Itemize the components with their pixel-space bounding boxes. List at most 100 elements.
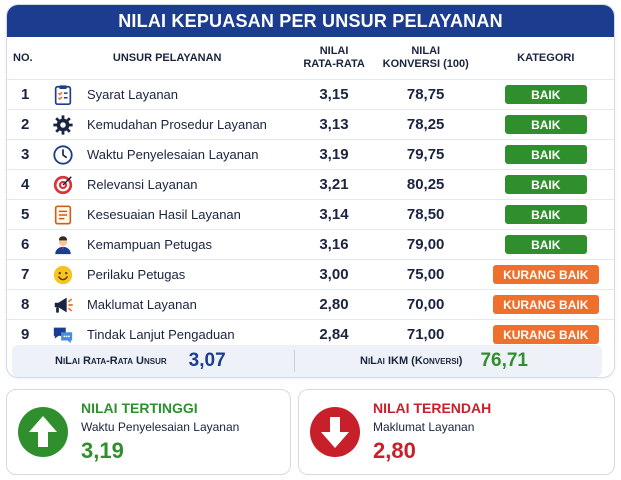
header-conversion-line1: NILAI	[411, 45, 441, 57]
table-row: 5 Kesesuaian Hasil Layanan 3,14 78,50 BA…	[7, 199, 614, 229]
row-conversion: 70,00	[406, 296, 445, 313]
row-kategori-cell: BAIK	[477, 145, 614, 164]
megaphone-icon	[49, 294, 77, 316]
row-average: 3,21	[319, 176, 349, 193]
document-list-icon	[49, 204, 77, 226]
table-row: 4 Relevansi Layanan 3,21 80,25 BAIK	[7, 169, 614, 199]
officer-icon	[49, 234, 77, 256]
row-kategori-cell: BAIK	[477, 115, 614, 134]
status-badge: BAIK	[504, 175, 587, 194]
row-kategori-cell: BAIK	[477, 235, 614, 254]
table-row: 9 Tindak Lanjut Pengaduan 2,84 71,00 KUR…	[7, 319, 614, 349]
clipboard-checklist-icon	[49, 84, 77, 106]
row-unsur-cell: Kesesuaian Hasil Layanan	[37, 204, 294, 226]
header-average-line2: RATA-RATA	[303, 58, 365, 70]
status-badge: BAIK	[504, 145, 587, 164]
row-unsur-label: Kesesuaian Hasil Layanan	[86, 207, 241, 222]
summary-average-label: NiLai Rata-Rata Unsur	[55, 355, 167, 367]
row-average: 2,84	[319, 326, 349, 343]
row-kategori-cell: KURANG BAIK	[477, 295, 614, 314]
row-unsur-cell: Waktu Penyelesaian Layanan	[37, 144, 294, 166]
highest-score-item: Waktu Penyelesaian Layanan	[81, 420, 240, 434]
table-row: 8 Maklumat Layanan 2,80 70,00 KURANG BAI…	[7, 289, 614, 319]
row-kategori-cell: BAIK	[477, 175, 614, 194]
summary-ikm-label: NiLai IKM (Konversi)	[360, 355, 463, 367]
highest-score-title: NILAI TERTINGGI	[81, 400, 198, 416]
row-kategori-cell: BAIK	[477, 205, 614, 224]
clock-icon	[49, 144, 77, 166]
summary-ikm: NiLai IKM (Konversi) 76,71	[295, 350, 528, 372]
row-kategori-cell: BAIK	[477, 85, 614, 104]
header-no: NO.	[13, 52, 33, 64]
status-badge: BAIK	[504, 235, 587, 254]
row-unsur-label: Kemampuan Petugas	[86, 237, 212, 252]
row-conversion: 75,00	[406, 266, 445, 283]
page-title: NILAI KEPUASAN PER UNSUR PELAYANAN	[7, 5, 614, 37]
row-kategori-cell: KURANG BAIK	[477, 265, 614, 284]
table-row: 2 Kemudahan Prosedur Layanan 3,13 78,25 …	[7, 109, 614, 139]
row-number: 5	[21, 206, 30, 223]
table-body: 1 Syarat Layanan 3,15 78,75 BAIK 2 Kemud…	[7, 79, 614, 349]
table-row: 6 Kemampuan Petugas 3,16 79,00 BAIK	[7, 229, 614, 259]
status-badge: BAIK	[504, 85, 587, 104]
status-badge: BAIK	[504, 205, 587, 224]
row-unsur-label: Waktu Penyelesaian Layanan	[86, 147, 259, 162]
table-header: NO. UNSUR PELAYANAN NILAI RATA-RATA NILA…	[7, 37, 614, 79]
header-conversion: NILAI KONVERSI (100)	[374, 45, 478, 71]
highest-score-card: NILAI TERTINGGI Waktu Penyelesaian Layan…	[6, 389, 291, 475]
table-row: 7 Perilaku Petugas 3,00 75,00 KURANG BAI…	[7, 259, 614, 289]
row-conversion: 79,75	[406, 146, 445, 163]
chat-bubbles-icon	[49, 324, 77, 346]
row-average: 3,14	[319, 206, 349, 223]
row-number: 6	[21, 236, 30, 253]
status-badge: BAIK	[504, 115, 587, 134]
smiley-icon	[49, 264, 77, 286]
row-average: 3,13	[319, 116, 349, 133]
table-row: 3 Waktu Penyelesaian Layanan 3,19 79,75 …	[7, 139, 614, 169]
summary-average: NiLai Rata-Rata Unsur 3,07	[12, 350, 295, 372]
row-unsur-cell: Kemampuan Petugas	[37, 234, 294, 256]
row-unsur-cell: Maklumat Layanan	[37, 294, 294, 316]
status-badge: KURANG BAIK	[492, 325, 599, 344]
row-conversion: 78,50	[406, 206, 445, 223]
summary-average-value: 3,07	[188, 350, 226, 371]
row-unsur-label: Perilaku Petugas	[86, 267, 186, 282]
row-conversion: 80,25	[406, 176, 445, 193]
row-conversion: 79,00	[406, 236, 445, 253]
status-badge: KURANG BAIK	[492, 265, 599, 284]
row-number: 2	[21, 116, 30, 133]
row-average: 3,15	[319, 86, 349, 103]
target-icon	[49, 174, 77, 196]
lowest-score-item: Maklumat Layanan	[373, 420, 475, 434]
row-number: 3	[21, 146, 30, 163]
row-unsur-cell: Perilaku Petugas	[37, 264, 294, 286]
summary-ikm-value: 76,71	[480, 350, 528, 371]
row-unsur-cell: Syarat Layanan	[37, 84, 294, 106]
row-conversion: 78,75	[406, 86, 445, 103]
row-average: 2,80	[319, 296, 349, 313]
row-conversion: 71,00	[406, 326, 445, 343]
satisfaction-table-card: NILAI KEPUASAN PER UNSUR PELAYANAN NO. U…	[6, 4, 615, 378]
lowest-score-text: NILAI TERENDAH Maklumat Layanan 2,80	[373, 400, 491, 464]
row-number: 8	[21, 296, 30, 313]
arrow-up-icon	[18, 407, 68, 457]
row-unsur-label: Tindak Lanjut Pengaduan	[86, 327, 235, 342]
row-unsur-cell: Relevansi Layanan	[37, 174, 294, 196]
header-unsur: UNSUR PELAYANAN	[112, 52, 222, 64]
header-conversion-line2: KONVERSI (100)	[382, 58, 469, 70]
arrow-down-icon	[310, 407, 360, 457]
header-average-line1: NILAI	[319, 45, 349, 57]
row-conversion: 78,25	[406, 116, 445, 133]
row-number: 7	[21, 266, 30, 283]
row-kategori-cell: KURANG BAIK	[477, 325, 614, 344]
row-unsur-cell: Kemudahan Prosedur Layanan	[37, 114, 294, 136]
row-unsur-label: Syarat Layanan	[86, 87, 179, 102]
header-average: NILAI RATA-RATA	[294, 45, 374, 71]
row-unsur-label: Kemudahan Prosedur Layanan	[86, 117, 267, 132]
row-average: 3,00	[319, 266, 349, 283]
lowest-score-card: NILAI TERENDAH Maklumat Layanan 2,80	[298, 389, 615, 475]
row-number: 4	[21, 176, 30, 193]
table-row: 1 Syarat Layanan 3,15 78,75 BAIK	[7, 79, 614, 109]
row-average: 3,19	[319, 146, 349, 163]
lowest-score-title: NILAI TERENDAH	[373, 400, 492, 416]
